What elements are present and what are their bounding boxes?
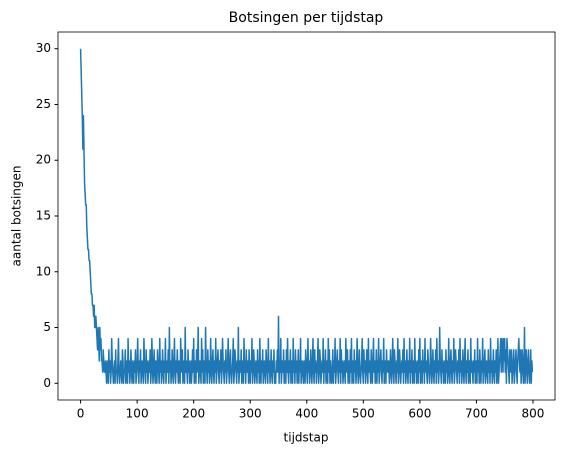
x-tick-label: 100 — [126, 407, 149, 421]
y-tick-label: 10 — [36, 264, 51, 278]
y-tick-label: 20 — [36, 153, 51, 167]
x-axis-label: tijdstap — [284, 431, 329, 445]
plot-frame — [57, 31, 556, 401]
chart-title: Botsingen per tijdstap — [229, 10, 384, 26]
y-tick-label: 5 — [43, 320, 51, 334]
y-tick-label: 15 — [36, 209, 51, 223]
x-tick-label: 700 — [465, 407, 488, 421]
x-tick-label: 400 — [295, 407, 318, 421]
y-axis-label: aantal botsingen — [10, 166, 24, 267]
x-tick-label: 0 — [77, 407, 85, 421]
x-tick-label: 200 — [182, 407, 205, 421]
x-tick-label: 500 — [352, 407, 375, 421]
x-tick-label: 300 — [239, 407, 262, 421]
y-tick-label: 0 — [43, 376, 51, 390]
y-tick-label: 30 — [36, 41, 51, 55]
y-tick-label: 25 — [36, 97, 51, 111]
data-line — [79, 48, 534, 385]
x-tick-label: 800 — [522, 407, 545, 421]
x-tick-label: 600 — [408, 407, 431, 421]
